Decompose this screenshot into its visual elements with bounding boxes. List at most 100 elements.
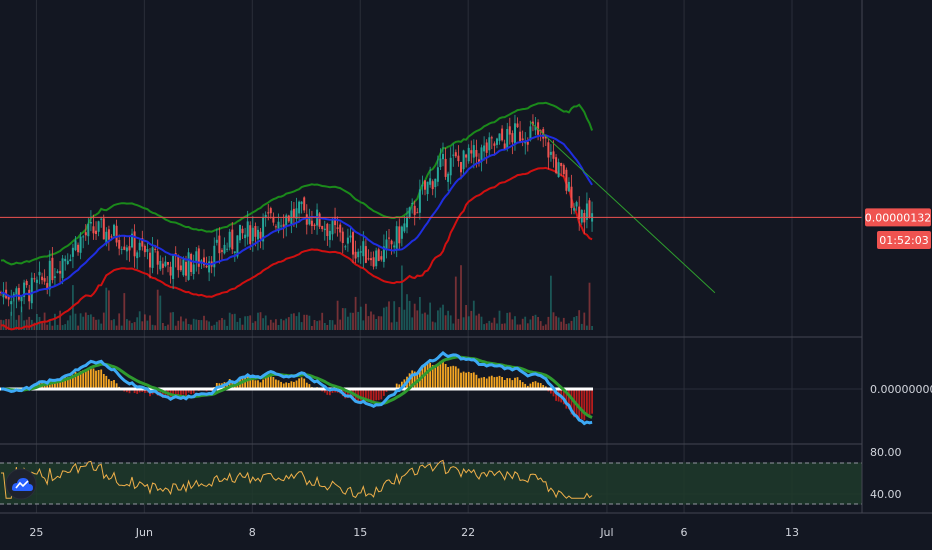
- candle: [472, 139, 475, 169]
- volume-bar: [529, 319, 532, 330]
- candle: [89, 210, 92, 232]
- candle: [97, 220, 100, 237]
- volume-bar: [128, 320, 131, 330]
- volume-bar: [514, 316, 516, 330]
- candle: [35, 276, 38, 293]
- candle: [555, 154, 558, 175]
- candle: [377, 247, 380, 262]
- volume-bar: [108, 290, 110, 330]
- volume-bar: [185, 318, 187, 330]
- time-axis[interactable]: 25 Jun 8 15 22 Jul 6 13: [29, 526, 799, 539]
- candle: [323, 220, 326, 241]
- volume-bar: [318, 320, 321, 330]
- volume-bar: [7, 319, 10, 330]
- rsi-axis[interactable]: 80.00 40.00: [870, 446, 902, 501]
- volume-bar: [478, 313, 480, 330]
- macd-histogram-bar: [295, 380, 298, 389]
- volume-bar: [303, 314, 306, 330]
- macd-histogram-bar: [159, 389, 162, 397]
- macd-panel[interactable]: [0, 351, 593, 426]
- candle: [470, 140, 473, 164]
- candle: [87, 217, 90, 245]
- macd-histogram-bar: [444, 364, 447, 389]
- macd-histogram-bar: [305, 382, 308, 389]
- macd-histogram-bar: [329, 389, 331, 396]
- volume-bar: [424, 312, 426, 330]
- candle: [462, 149, 465, 175]
- volume-bar: [177, 320, 180, 330]
- macd-histogram-bar: [272, 377, 275, 389]
- rsi-band: [0, 462, 862, 505]
- volume-bar: [334, 324, 336, 330]
- macd-axis[interactable]: 0.00000000: [870, 383, 932, 396]
- volume-bar: [149, 315, 151, 330]
- current-price-tag: 0.00000132 01:52:03: [865, 208, 931, 249]
- volume-bar: [267, 325, 270, 330]
- candle: [442, 142, 444, 167]
- volume-bar: [164, 326, 167, 330]
- candle: [100, 216, 103, 228]
- trendline[interactable]: [529, 121, 716, 294]
- candle: [367, 249, 370, 261]
- volume-bar: [503, 323, 506, 330]
- candle: [66, 253, 69, 266]
- volume-bar: [203, 315, 205, 330]
- candle: [272, 212, 275, 226]
- volume-bar: [323, 323, 326, 330]
- candle: [457, 145, 460, 167]
- candle: [17, 283, 20, 302]
- macd-histogram-bar: [478, 378, 480, 389]
- candle: [480, 144, 483, 172]
- candle: [23, 279, 26, 305]
- macd-histogram-bar: [128, 389, 131, 394]
- rsi-panel[interactable]: [0, 459, 862, 505]
- macd-histogram-bar: [362, 389, 365, 400]
- volume-bar: [521, 318, 524, 330]
- candle: [95, 221, 97, 240]
- tradingview-cloud-icon[interactable]: [5, 468, 37, 500]
- volume-bar: [454, 276, 457, 330]
- volume-bar: [244, 316, 246, 330]
- candle: [467, 144, 470, 164]
- candle: [490, 135, 493, 150]
- candle: [426, 181, 429, 201]
- candle: [424, 180, 426, 196]
- macd-histogram-bar: [267, 375, 270, 389]
- volume-bar: [174, 325, 177, 330]
- macd-histogram-bar: [74, 372, 77, 389]
- candle: [362, 231, 365, 268]
- macd-histogram-bar: [591, 389, 593, 414]
- macd-histogram-bar: [277, 380, 280, 389]
- volume-bar: [547, 316, 550, 330]
- candle: [51, 247, 54, 284]
- volume-bar: [516, 324, 519, 330]
- candle: [524, 132, 527, 155]
- candle: [182, 256, 185, 277]
- candle: [249, 221, 252, 250]
- volume-bar: [241, 324, 244, 330]
- macd-histogram-bar: [69, 376, 72, 389]
- candle: [449, 147, 452, 185]
- candle: [447, 171, 450, 192]
- volume-bar: [56, 324, 59, 330]
- volume-bar: [20, 306, 23, 330]
- volume-bar: [305, 314, 308, 330]
- candle: [218, 227, 221, 264]
- volume-bar: [48, 319, 51, 330]
- candle: [501, 125, 504, 142]
- volume-bar: [64, 324, 67, 330]
- macd-histogram-bar: [293, 381, 295, 389]
- macd-histogram-bar: [174, 389, 177, 395]
- candle: [305, 204, 308, 235]
- price-panel[interactable]: [0, 101, 862, 331]
- macd-histogram-bar: [331, 389, 334, 393]
- volume-bar: [51, 325, 54, 330]
- candle: [118, 234, 121, 256]
- volume-bar: [452, 323, 455, 330]
- volume-bar: [377, 316, 380, 330]
- candle: [221, 248, 223, 262]
- macd-histogram-bar: [434, 365, 437, 389]
- macd-histogram-bar: [359, 389, 362, 402]
- candle: [239, 224, 241, 244]
